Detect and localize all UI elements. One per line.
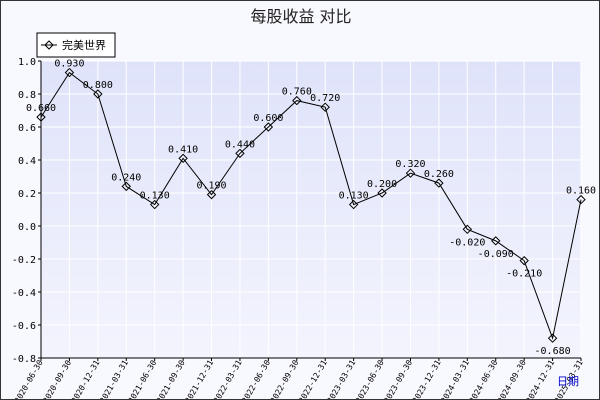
- data-label: 0.930: [54, 59, 84, 70]
- data-label: 0.260: [424, 169, 454, 180]
- x-tick-label: 2023-12-31: [411, 358, 443, 399]
- legend-marker-icon: [44, 40, 54, 50]
- data-label: -0.020: [449, 237, 485, 248]
- chart-title: 每股收益 对比: [250, 7, 351, 26]
- data-labels: 0.660 0.930 0.800 0.240 0.130 0.410 0.190 0.440…: [26, 59, 596, 358]
- x-tick-label: 2022-09-30: [269, 358, 301, 399]
- y-axis-ticks: 1.0 0.8 0.6 0.4 0.2 0.0 -0.2 -0.4 -0.6 -0.8: [12, 57, 36, 365]
- data-label: 0.660: [26, 103, 56, 114]
- data-label: 0.130: [339, 191, 369, 202]
- x-tick-label: 2024-09-30: [496, 358, 528, 399]
- y-tick-label: 0.6: [18, 123, 36, 134]
- x-tick-label: 2020-12-31: [70, 358, 102, 399]
- data-label: 0.410: [168, 144, 198, 155]
- y-tick-label: -0.6: [12, 321, 36, 332]
- data-label: 0.320: [395, 159, 425, 170]
- x-tick-label: 2021-03-31: [98, 358, 130, 399]
- data-label: 0.440: [225, 139, 255, 150]
- x-tick-label: 2022-12-31: [297, 358, 329, 399]
- data-point-marker: [121, 181, 131, 192]
- x-tick-label: 2024-03-31: [439, 358, 471, 399]
- y-tick-label: 0.8: [18, 90, 36, 101]
- series-polyline: [40, 71, 582, 341]
- data-point-marker: [206, 189, 217, 200]
- data-point-marker: [235, 148, 245, 159]
- data-point-marker: [462, 224, 473, 235]
- data-label: 0.240: [111, 172, 141, 183]
- x-tick-label: 2023-06-30: [354, 358, 386, 399]
- x-tick-label: 2020-09-30: [41, 358, 73, 399]
- data-label: -0.090: [478, 249, 514, 260]
- data-point-marker: [405, 168, 416, 178]
- data-point-marker: [292, 95, 302, 106]
- data-point-marker: [36, 112, 46, 122]
- data-label: 0.760: [282, 87, 312, 98]
- data-point-marker: [377, 188, 387, 198]
- data-label: 0.130: [140, 191, 170, 202]
- data-point-marker: [434, 178, 444, 188]
- data-point-marker: [178, 153, 188, 164]
- legend: 完美世界: [36, 32, 116, 58]
- y-tick-label: -0.2: [12, 255, 36, 266]
- x-tick-label: 2024-12-31: [524, 358, 556, 399]
- data-point-marker: [576, 194, 586, 205]
- x-tick-label: 2023-03-31: [325, 358, 357, 399]
- x-axis-ticks: 2020-06-302020-09-302020-12-312021-03-31…: [13, 358, 585, 399]
- data-label: -0.680: [535, 346, 571, 357]
- data-point-marker: [263, 122, 274, 132]
- grid-lines: [40, 60, 582, 359]
- data-point-marker: [320, 102, 330, 112]
- y-tick-label: 0.0: [18, 222, 36, 233]
- data-point-marker: [491, 236, 501, 246]
- x-tick-label: 2022-03-31: [212, 358, 244, 399]
- data-label: 0.190: [196, 181, 226, 192]
- data-point-marker: [93, 89, 103, 99]
- x-tick-label: 2024-06-30: [468, 358, 500, 399]
- plot-area: [41, 61, 581, 358]
- data-label: 0.800: [83, 80, 113, 91]
- data-label: 0.200: [367, 179, 397, 190]
- y-tick-label: 0.2: [18, 189, 36, 200]
- y-tick-label: -0.8: [12, 354, 36, 365]
- x-tick-label: 2023-09-30: [382, 358, 414, 399]
- data-label: 0.720: [310, 93, 340, 104]
- data-point-marker: [149, 199, 160, 210]
- x-tick-label: 2021-06-30: [127, 358, 159, 399]
- x-axis-label: 日期: [557, 375, 579, 388]
- x-tick-label: 2021-12-31: [183, 358, 215, 399]
- data-point-marker: [348, 199, 359, 210]
- data-label: -0.210: [506, 269, 542, 280]
- y-tick-label: -0.4: [12, 288, 36, 299]
- data-point-marker: [64, 67, 75, 78]
- data-label: 0.600: [253, 113, 283, 124]
- x-tick-label: 2022-06-30: [240, 358, 272, 399]
- x-tick-label: 2021-09-30: [155, 358, 187, 399]
- data-label: 0.160: [566, 186, 596, 197]
- data-point-marker: [519, 255, 529, 266]
- axes: [38, 60, 582, 361]
- series-line: [36, 67, 586, 343]
- y-tick-label: 1.0: [18, 57, 36, 68]
- legend-label: 完美世界: [62, 38, 106, 52]
- data-point-marker: [547, 333, 558, 343]
- y-tick-label: 0.4: [18, 156, 36, 167]
